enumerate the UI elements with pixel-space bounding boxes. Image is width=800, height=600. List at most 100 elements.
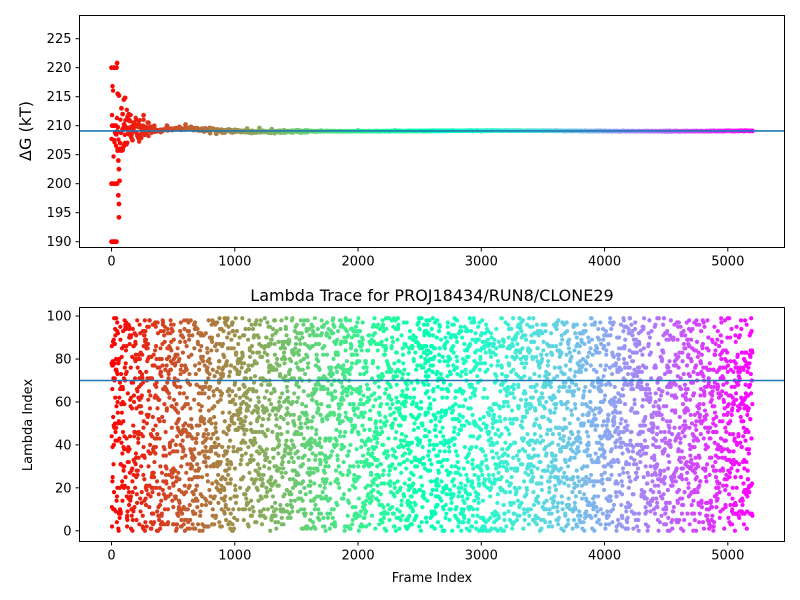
lambda-trace-point: [438, 440, 443, 445]
lambda-trace-point: [262, 316, 267, 321]
lambda-trace-point: [479, 361, 485, 366]
lambda-trace-point: [130, 479, 135, 484]
lambda-trace-point: [446, 444, 452, 450]
lambda-trace-point: [114, 498, 119, 503]
lambda-trace-point: [375, 483, 380, 488]
lambda-trace-point: [421, 365, 426, 370]
lambda-trace-point: [129, 333, 134, 338]
lambda-trace-point: [313, 502, 318, 508]
lambda-trace-point: [241, 423, 246, 428]
lambda-trace-point: [267, 412, 272, 417]
lambda-trace-point: [428, 402, 433, 407]
lambda-trace-point: [279, 432, 284, 437]
lambda-trace-point: [520, 361, 525, 366]
lambda-trace-point: [484, 423, 489, 428]
lambda-trace-point: [437, 346, 442, 351]
lambda-trace-point: [509, 326, 514, 332]
lambda-trace-point: [317, 483, 323, 488]
lambda-trace-point: [265, 320, 270, 325]
lambda-trace-point: [520, 318, 526, 323]
lambda-trace-point: [510, 316, 516, 321]
lambda-trace-point: [406, 371, 411, 377]
lambda-trace-point: [409, 494, 414, 499]
lambda-trace-point: [126, 490, 132, 495]
lambda-trace-point: [248, 376, 253, 381]
lambda-trace-point: [457, 412, 462, 417]
lambda-trace-point: [395, 479, 400, 484]
lambda-trace-point: [283, 356, 288, 362]
lambda-trace-point: [111, 462, 116, 467]
lambda-trace-point: [252, 333, 257, 338]
lambda-trace-point: [521, 436, 526, 441]
lambda-trace-point: [268, 341, 274, 347]
lambda-trace-point: [362, 502, 368, 508]
lambda-trace-point: [265, 359, 270, 364]
lambda-trace-point: [425, 322, 430, 327]
lambda-trace-point: [548, 384, 554, 390]
lambda-trace-point: [438, 337, 444, 342]
lambda-trace-point: [115, 399, 120, 405]
lambda-trace-point: [474, 520, 479, 525]
lambda-trace-point: [364, 382, 370, 387]
lambda-trace-point: [496, 470, 501, 475]
lambda-trace-point: [264, 490, 270, 495]
lambda-trace-point: [272, 352, 277, 357]
lambda-trace-point: [174, 526, 179, 531]
lambda-trace-point: [349, 361, 355, 366]
lambda-trace-point: [148, 451, 153, 456]
lambda-trace-point: [398, 462, 403, 467]
lambda-trace-point: [440, 395, 445, 400]
lambda-trace-point: [517, 449, 522, 454]
lambda-trace-point: [381, 515, 386, 520]
lambda-trace-point: [476, 483, 482, 488]
lambda-trace-point: [442, 528, 447, 533]
lambda-trace-point: [113, 509, 118, 514]
lambda-trace-point: [402, 451, 407, 456]
lambda-trace-point: [324, 477, 329, 482]
lambda-trace-point: [526, 522, 531, 527]
lambda-trace-point: [358, 459, 363, 465]
lambda-trace-point: [483, 350, 488, 355]
lambda-trace-point: [131, 509, 136, 514]
lambda-trace-point: [338, 429, 343, 435]
lambda-trace-point: [193, 511, 198, 516]
lambda-trace-point: [443, 515, 448, 520]
lambda-trace-point: [195, 498, 200, 503]
lambda-trace-point: [445, 374, 450, 379]
lambda-trace-point: [520, 346, 525, 351]
delta-g-point: [109, 112, 115, 118]
lambda-trace-point: [432, 346, 438, 351]
lambda-trace-point: [211, 393, 216, 398]
lambda-trace-point: [198, 509, 203, 514]
lambda-trace-point: [417, 326, 422, 332]
lambda-trace-point: [308, 479, 313, 484]
lambda-trace-point: [268, 402, 274, 407]
lambda-trace-point: [233, 487, 238, 493]
lambda-trace-point: [370, 359, 376, 364]
lambda-trace-point: [531, 474, 536, 480]
lambda-trace-point: [429, 462, 434, 467]
lambda-trace-point: [225, 316, 230, 321]
lambda-trace-point: [276, 451, 281, 456]
lambda-trace-point: [403, 399, 408, 405]
lambda-trace-point: [278, 502, 283, 508]
lambda-trace-point: [133, 341, 138, 347]
lambda-trace-point: [314, 427, 319, 432]
lambda-trace-point: [524, 410, 530, 415]
lambda-trace-point: [237, 386, 242, 392]
lambda-trace-point: [206, 376, 211, 381]
lambda-trace-point: [346, 500, 352, 505]
lambda-trace-point: [187, 371, 192, 377]
lambda-trace-point: [418, 399, 424, 405]
lambda-trace-point: [370, 494, 375, 499]
lambda-trace-point: [155, 432, 160, 437]
lambda-trace-point: [250, 350, 255, 355]
lambda-trace-point: [124, 524, 130, 529]
lambda-trace-point: [466, 354, 471, 359]
lambda-trace-point: [142, 528, 148, 533]
lambda-trace-point: [522, 511, 527, 516]
lambda-trace-point: [223, 502, 228, 508]
lambda-trace-point: [367, 333, 372, 338]
lambda-trace-point: [196, 474, 201, 480]
lambda-trace-point: [135, 389, 140, 394]
